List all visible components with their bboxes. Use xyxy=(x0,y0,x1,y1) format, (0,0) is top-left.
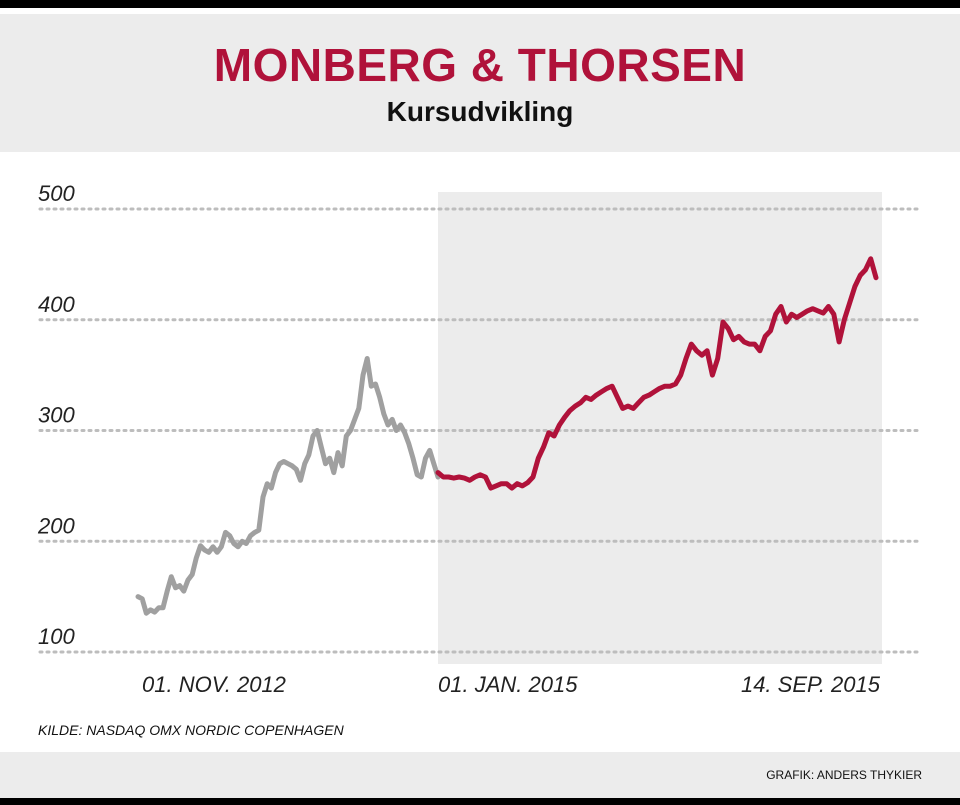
history-series-line xyxy=(135,356,441,616)
line-chart: 100 200 300 400 500 01. NOV. 2012 01. JAN. 201… xyxy=(37,181,922,697)
y-tick-label: 100 xyxy=(38,624,75,649)
x-tick-label: 14. SEP. 2015 xyxy=(741,672,881,697)
highlight-band xyxy=(438,192,882,664)
highlight-series-line xyxy=(435,256,879,491)
chart-title: MONBERG & THORSEN xyxy=(213,39,747,91)
source-note: KILDE: NASDAQ OMX NORDIC COPENHAGEN xyxy=(38,722,344,738)
bottom-border xyxy=(0,798,960,805)
top-border xyxy=(0,0,960,8)
y-tick-label: 300 xyxy=(38,403,75,428)
graphic-credit: GRAFIK: ANDERS THYKIER xyxy=(766,768,922,782)
y-tick-label: 200 xyxy=(37,513,75,538)
header: MONBERG & THORSEN Kursudvikling xyxy=(0,14,960,152)
footer: GRAFIK: ANDERS THYKIER xyxy=(0,752,960,798)
y-tick-label: 500 xyxy=(38,181,75,206)
y-tick-label: 400 xyxy=(38,292,75,317)
x-tick-label: 01. JAN. 2015 xyxy=(438,672,578,697)
x-tick-label: 01. NOV. 2012 xyxy=(142,672,286,697)
chart-subtitle: Kursudvikling xyxy=(386,96,574,127)
